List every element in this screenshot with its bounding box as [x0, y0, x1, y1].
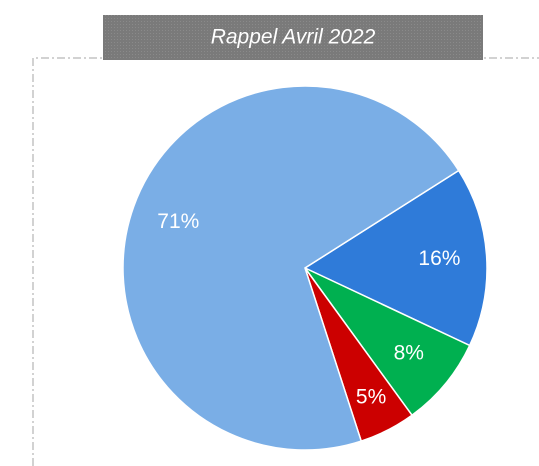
- data-label: 5%: [356, 385, 386, 408]
- frame: [32, 57, 539, 466]
- pie-slice: [303, 169, 488, 347]
- chart-title: Rappel Avril 2022: [211, 26, 376, 49]
- pie-slice: [122, 85, 460, 451]
- data-label: 16%: [418, 247, 460, 270]
- title-box: [103, 15, 483, 60]
- pie-slice: [304, 267, 471, 417]
- data-label: 8%: [394, 341, 424, 364]
- data-label: 71%: [157, 210, 199, 233]
